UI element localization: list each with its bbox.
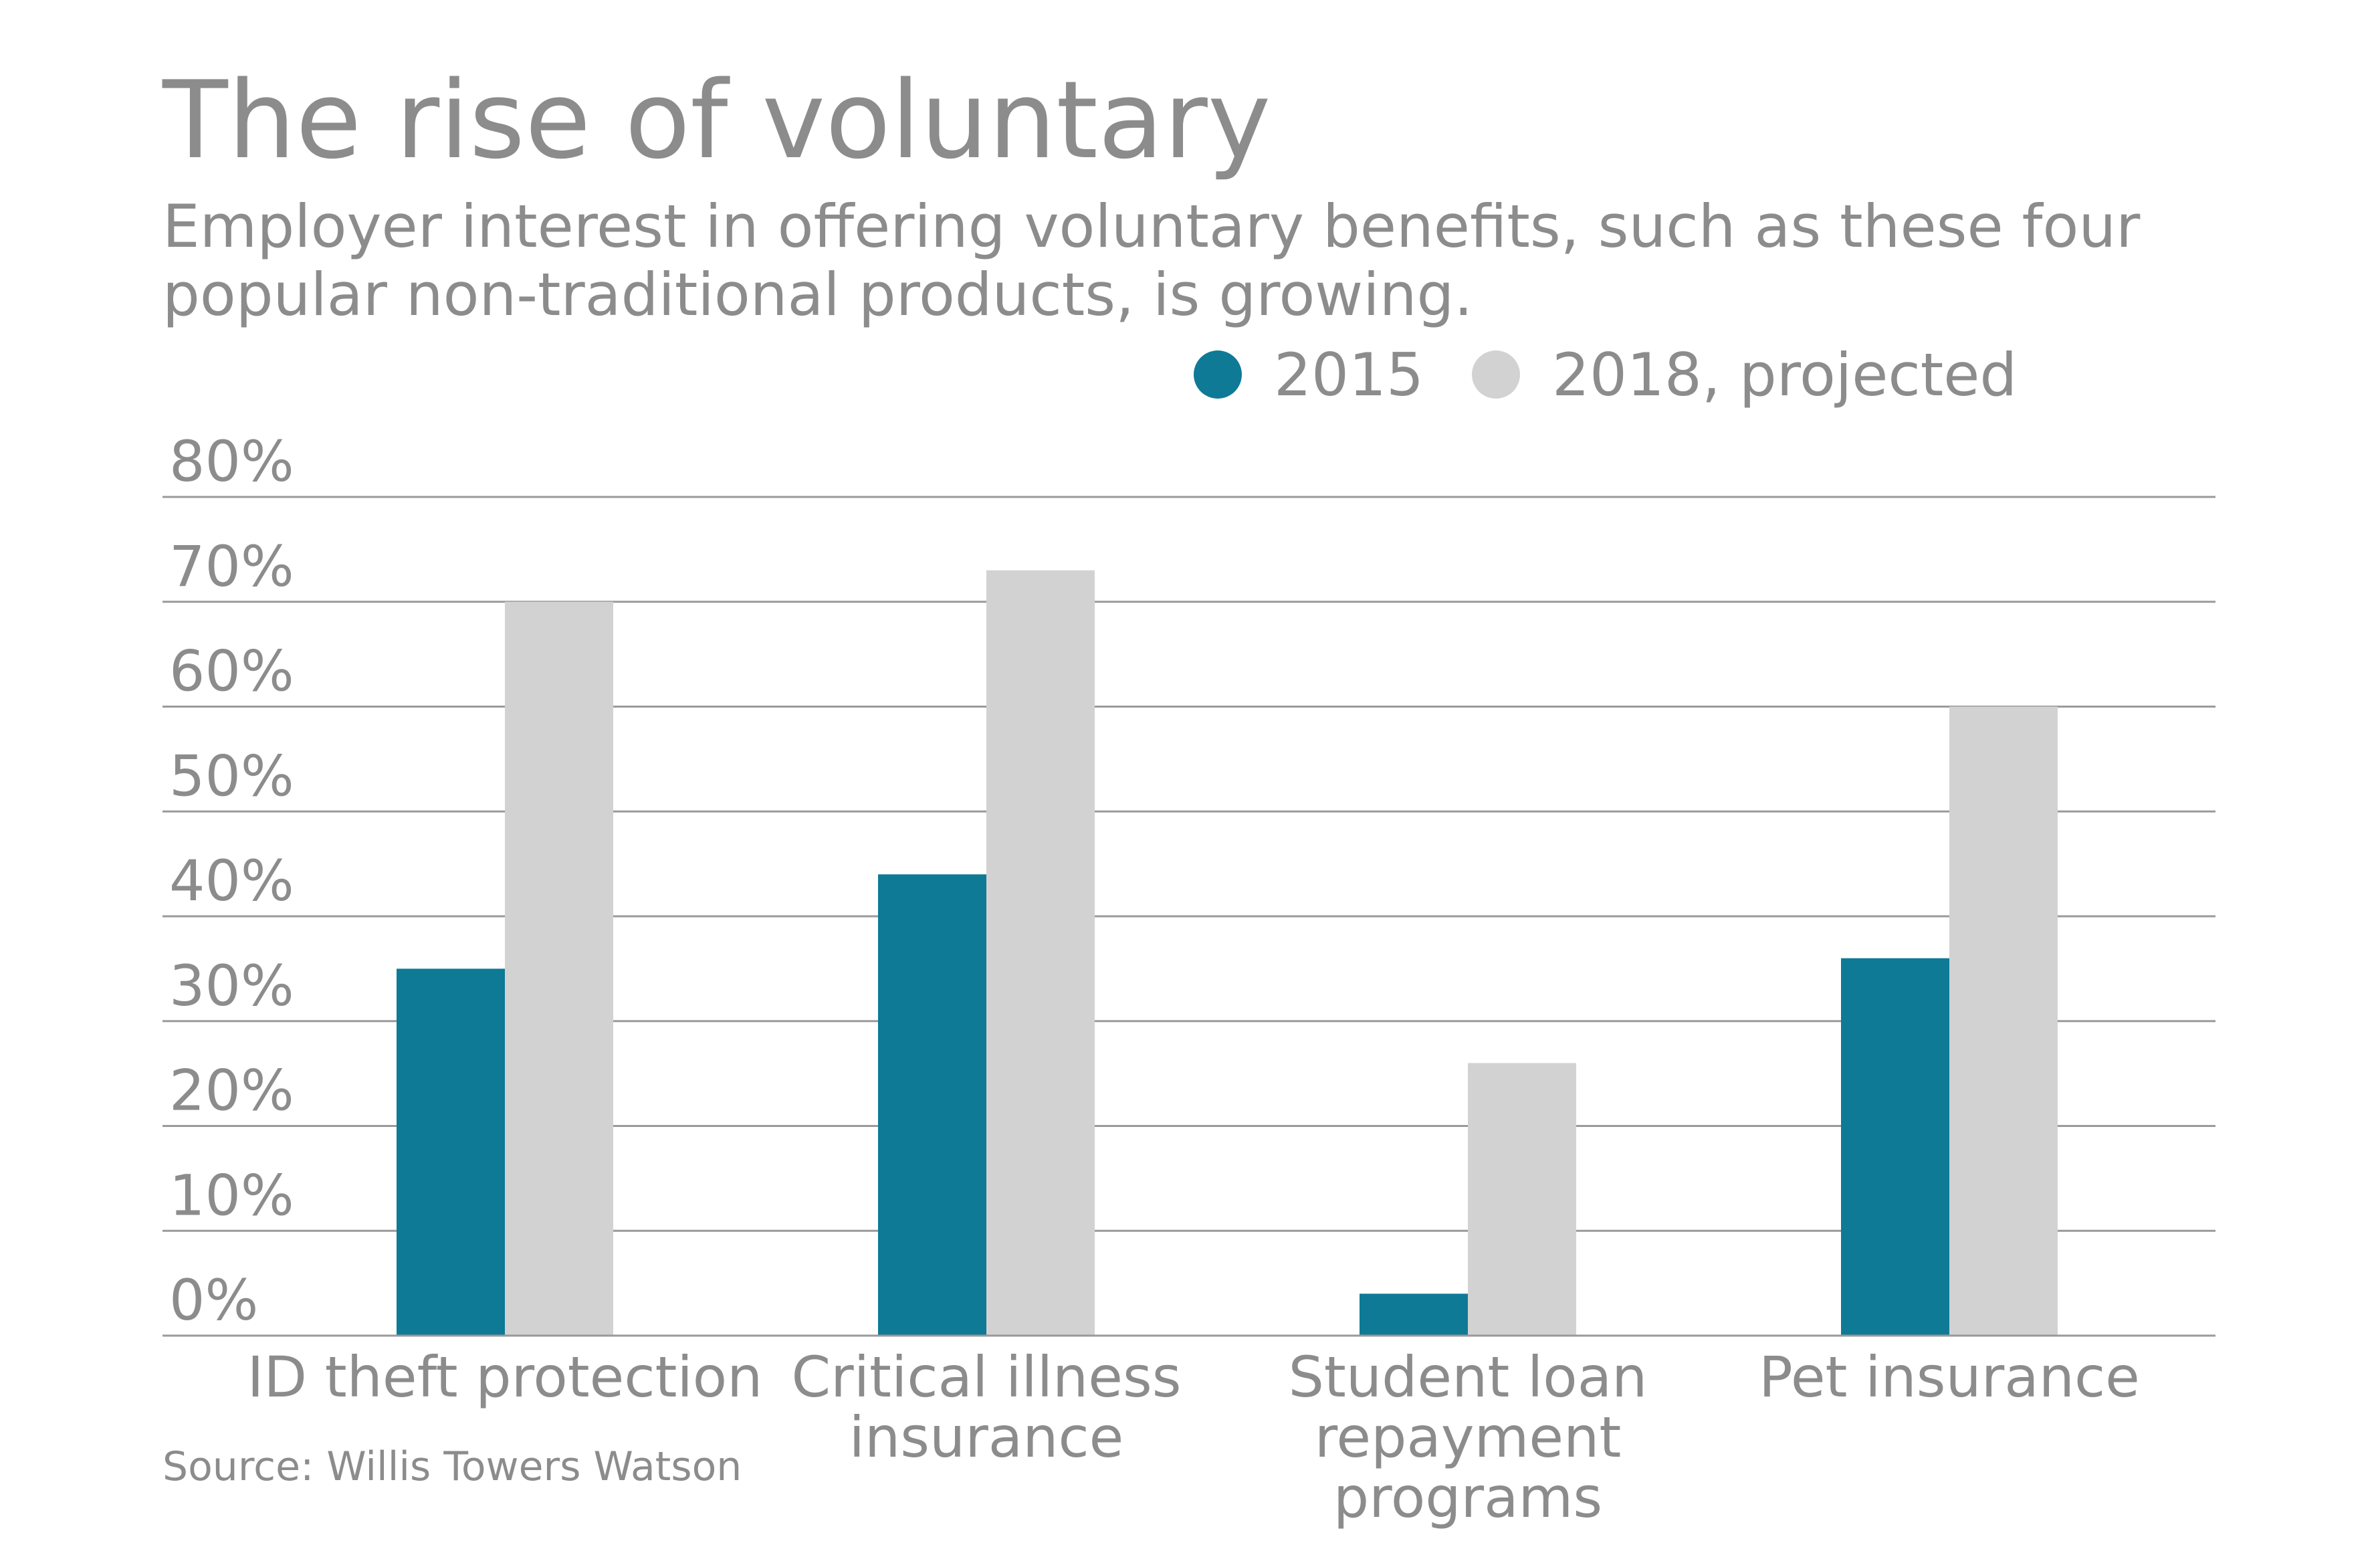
legend-label-2018: 2018, projected (1551, 340, 2018, 409)
x-category-label-line: insurance (849, 1405, 1124, 1470)
legend-label-2015: 2015 (1274, 340, 1424, 409)
bar-2018 (986, 570, 1095, 1336)
x-category-label-line: ID theft protection (247, 1344, 763, 1410)
x-category-label-line: programs (1333, 1465, 1602, 1530)
legend-swatch-2018 (1471, 350, 1520, 399)
bar-2015 (1841, 958, 1949, 1336)
chart-subtitle: Employer interest in offering voluntary … (163, 192, 2141, 329)
y-tick-label: 80% (169, 429, 294, 494)
legend: 2015 2018, projected (1194, 340, 2065, 409)
y-tick-label: 20% (169, 1058, 294, 1124)
bar-2015 (878, 874, 986, 1336)
x-category-label-line: repayment (1315, 1405, 1622, 1470)
bar-2018 (505, 601, 613, 1336)
y-tick-label: 10% (169, 1162, 294, 1228)
source-note: Source: Willis Towers Watson (163, 1443, 742, 1490)
y-tick-label: 60% (169, 639, 294, 704)
x-category-label-line: Student loan (1289, 1344, 1648, 1410)
y-tick-label: 70% (169, 534, 294, 599)
legend-item-2018: 2018, projected (1471, 340, 2018, 409)
bar-2015 (397, 968, 505, 1336)
x-category-label-line: Pet insurance (1759, 1344, 2140, 1410)
bar-2018 (1949, 706, 2058, 1336)
bar-2015 (1360, 1294, 1468, 1336)
chart-title: The rise of voluntary (163, 58, 1271, 183)
legend-swatch-2015 (1194, 350, 1242, 399)
y-tick-label: 50% (169, 743, 294, 809)
legend-item-2015: 2015 (1194, 340, 1424, 409)
x-category-label: Pet insurance (1759, 1344, 2140, 1410)
x-category-label-line: Critical illness (792, 1344, 1182, 1410)
x-category-label: Critical illness insurance (792, 1344, 1182, 1470)
y-tick-label: 0% (169, 1267, 258, 1333)
y-tick-label: 30% (169, 953, 294, 1019)
x-category-label: Student loan repayment programs (1289, 1344, 1648, 1530)
bar-2018 (1468, 1063, 1576, 1336)
y-tick-label: 40% (169, 848, 294, 914)
x-category-label: ID theft protection (247, 1344, 763, 1410)
